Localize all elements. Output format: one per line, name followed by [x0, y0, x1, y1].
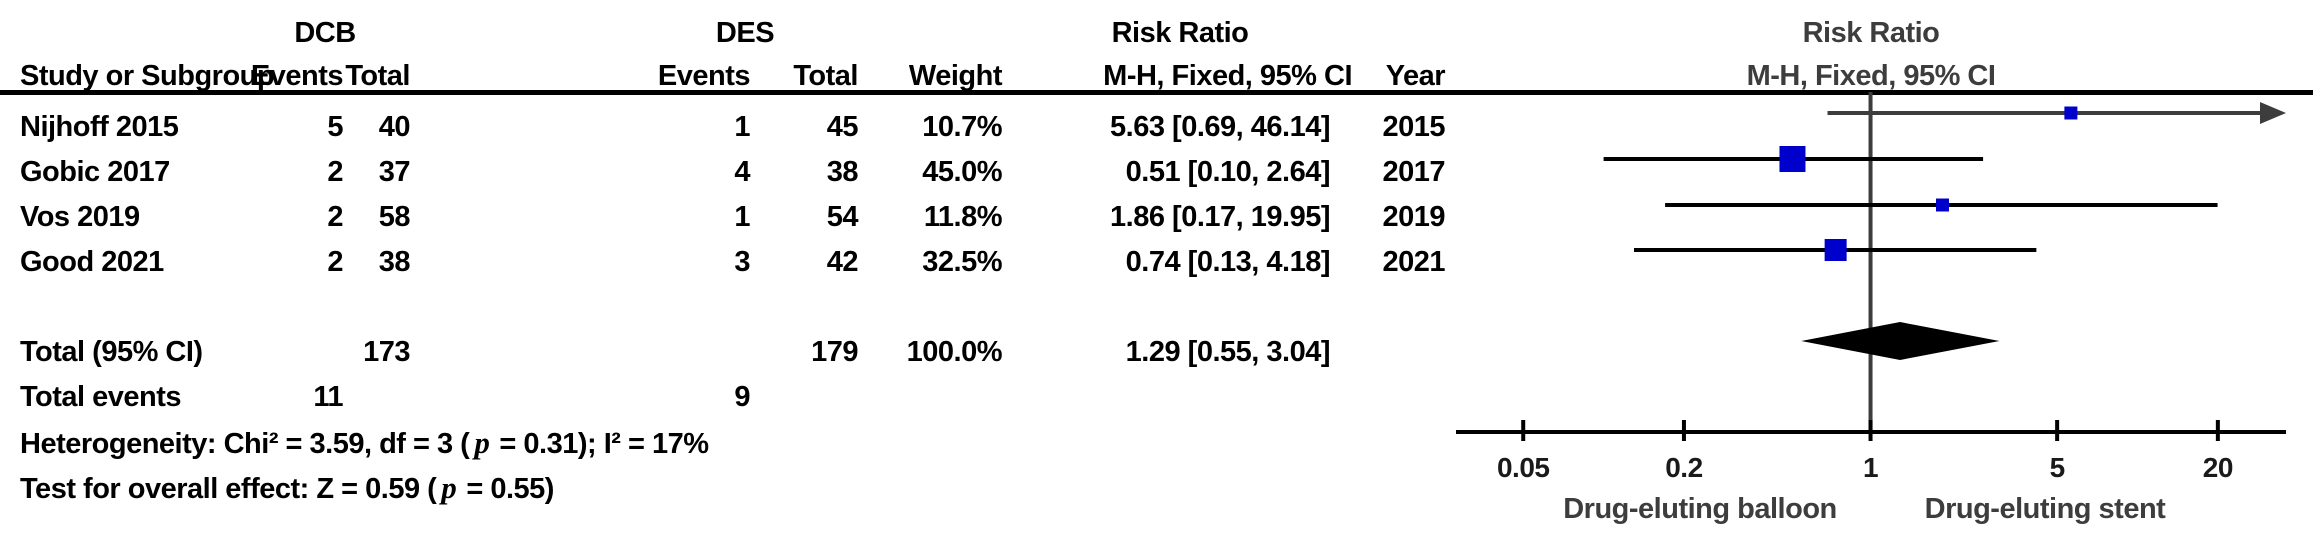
- cell-t2: 45: [826, 111, 859, 143]
- cell-rr_text: 0.51 [0.10, 2.64]: [1125, 156, 1331, 188]
- x-axis-label-left: Drug-eluting balloon: [1563, 493, 1837, 525]
- cell-rr_text: 0.74 [0.13, 4.18]: [1125, 246, 1331, 278]
- total-rr: 1.29 [0.55, 3.04]: [1125, 336, 1331, 368]
- cell-t1: 38: [378, 246, 411, 278]
- cell-rr_text: 5.63 [0.69, 46.14]: [1110, 111, 1330, 143]
- total-row-label: Total (95% CI): [20, 336, 203, 368]
- total-weight: 100.0%: [906, 336, 1003, 368]
- cell-e1: 2: [327, 201, 343, 233]
- cell-year: 2019: [1382, 201, 1445, 233]
- p-symbol: p: [474, 425, 490, 460]
- plot-title: Risk Ratio: [1802, 17, 1940, 49]
- cell-t1: 58: [378, 201, 411, 233]
- tick-label: 0.05: [1497, 452, 1550, 483]
- total-group1-n: 173: [363, 336, 410, 368]
- study-name: Nijhoff 2015: [20, 111, 179, 143]
- overall-text-pre: Test for overall effect: Z = 0.59 (: [20, 473, 437, 505]
- mh-ci-column-header: M-H, Fixed, 95% CI: [1103, 60, 1352, 92]
- total-events-group2: 9: [734, 381, 750, 413]
- cell-t2: 42: [826, 246, 859, 278]
- cell-e1: 2: [327, 246, 343, 278]
- cell-weight: 10.7%: [922, 111, 1002, 143]
- overall-effect-text: Test for overall effect: Z = 0.59 (p = 0…: [20, 471, 554, 506]
- effect-square: [1935, 198, 1949, 212]
- cell-e1: 5: [327, 111, 343, 143]
- group2-events-header: Events: [657, 60, 751, 92]
- ci-arrow-icon: [2260, 102, 2286, 124]
- plot-subtitle: M-H, Fixed, 95% CI: [1746, 60, 1996, 92]
- group1-events-header: Events: [250, 60, 344, 92]
- overall-text-post: = 0.55): [458, 473, 554, 505]
- total-events-group1: 11: [313, 381, 343, 413]
- cell-t2: 38: [826, 156, 859, 188]
- cell-e2: 4: [734, 156, 750, 188]
- x-axis-label-right: Drug-eluting stent: [1925, 493, 2167, 525]
- heterogeneity-text-pre: Heterogeneity: Chi² = 3.59, df = 3 (: [20, 428, 470, 460]
- cell-rr_text: 1.86 [0.17, 19.95]: [1110, 201, 1330, 233]
- study-name: Good 2021: [20, 246, 164, 278]
- group1-total-header: Total: [345, 60, 410, 92]
- weight-column-header: Weight: [908, 60, 1003, 92]
- cell-t2: 54: [826, 201, 859, 233]
- effect-square: [1824, 239, 1847, 261]
- risk-ratio-column-header: Risk Ratio: [1111, 17, 1249, 49]
- cell-year: 2021: [1382, 246, 1445, 278]
- cell-e2: 3: [734, 246, 750, 278]
- cell-t1: 37: [378, 156, 411, 188]
- group2-total-header: Total: [793, 60, 858, 92]
- total-group2-n: 179: [811, 336, 858, 368]
- heterogeneity-text: Heterogeneity: Chi² = 3.59, df = 3 (p = …: [20, 426, 709, 461]
- cell-weight: 11.8%: [923, 201, 1003, 233]
- tick-label: 1: [1863, 452, 1878, 483]
- tick-label: 5: [2050, 452, 2065, 483]
- cell-t1: 40: [378, 111, 411, 143]
- p-symbol: p: [441, 470, 457, 505]
- cell-e1: 2: [327, 156, 343, 188]
- group1-header: DCB: [294, 17, 356, 49]
- cell-weight: 45.0%: [922, 156, 1002, 188]
- study-name: Gobic 2017: [20, 156, 170, 188]
- group2-header: DES: [715, 17, 775, 49]
- heterogeneity-text-post: = 0.31); I² = 17%: [491, 428, 709, 460]
- effect-square: [2064, 106, 2078, 120]
- study-column-header: Study or Subgroup: [20, 60, 275, 92]
- cell-e2: 1: [734, 201, 750, 233]
- total-events-label: Total events: [20, 381, 182, 413]
- pooled-diamond: [1801, 322, 2000, 360]
- tick-label: 20: [2203, 452, 2233, 483]
- cell-year: 2015: [1382, 111, 1445, 143]
- cell-e2: 1: [734, 111, 750, 143]
- header-divider: [0, 90, 2313, 95]
- cell-weight: 32.5%: [922, 246, 1002, 278]
- study-name: Vos 2019: [20, 201, 140, 233]
- effect-square: [1779, 146, 1806, 172]
- year-column-header: Year: [1385, 60, 1446, 92]
- tick-label: 0.2: [1665, 452, 1702, 483]
- cell-year: 2017: [1382, 156, 1445, 188]
